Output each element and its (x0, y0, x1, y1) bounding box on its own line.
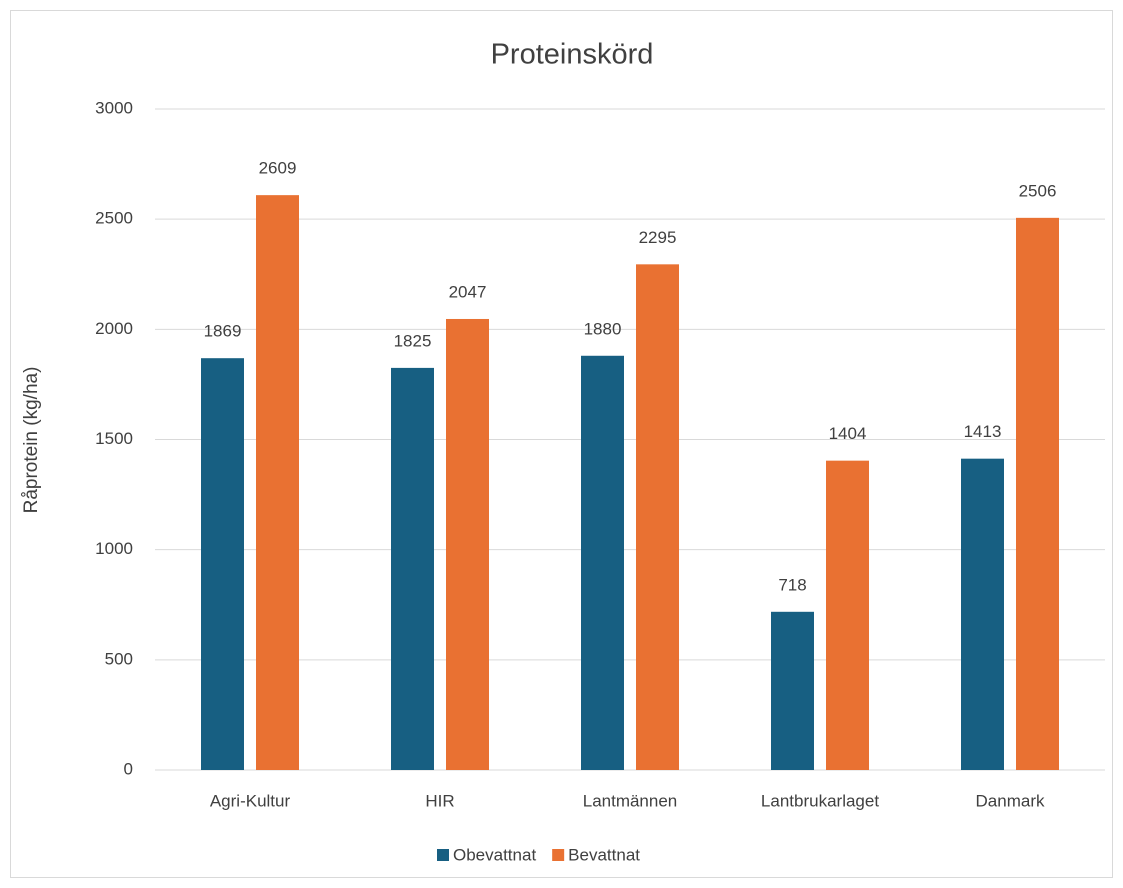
bar (391, 367, 434, 770)
bar (771, 611, 814, 770)
data-label: 2047 (449, 282, 487, 301)
bar (1016, 217, 1059, 770)
y-tick-label: 2000 (95, 319, 133, 338)
x-tick-label: HIR (425, 791, 454, 810)
x-tick-label: Lantmännen (583, 791, 678, 810)
y-tick-label: 0 (124, 759, 133, 778)
data-label: 1825 (394, 331, 432, 350)
data-label: 2295 (639, 228, 677, 247)
legend-swatch (552, 849, 565, 861)
chart-title: Proteinskörd (491, 39, 654, 71)
legend-label: Obevattnat (453, 845, 536, 864)
y-axis-label: Råprotein (kg/ha) (21, 367, 42, 514)
data-label: 1880 (584, 319, 622, 338)
data-label: 1413 (964, 422, 1002, 441)
y-tick-label: 1500 (95, 429, 133, 448)
bar (446, 318, 489, 770)
data-label: 1404 (829, 424, 867, 443)
y-tick-label: 1000 (95, 539, 133, 558)
y-tick-label: 500 (105, 649, 133, 668)
bar (201, 358, 244, 770)
y-tick-label: 2500 (95, 209, 133, 228)
chart-border (10, 10, 1113, 878)
data-label: 1869 (204, 322, 242, 341)
bar (581, 355, 624, 770)
y-tick-label: 3000 (95, 98, 133, 117)
data-label: 2506 (1019, 181, 1057, 200)
bar (256, 195, 299, 770)
x-tick-label: Agri-Kultur (210, 791, 291, 810)
bar (636, 264, 679, 770)
bar (826, 460, 869, 770)
data-label: 718 (778, 575, 806, 594)
data-label: 2609 (259, 159, 297, 178)
x-tick-label: Lantbrukarlaget (761, 791, 879, 810)
bar (961, 458, 1004, 770)
x-tick-label: Danmark (976, 791, 1045, 810)
legend-swatch (437, 849, 449, 861)
legend-label: Bevattnat (568, 845, 640, 864)
